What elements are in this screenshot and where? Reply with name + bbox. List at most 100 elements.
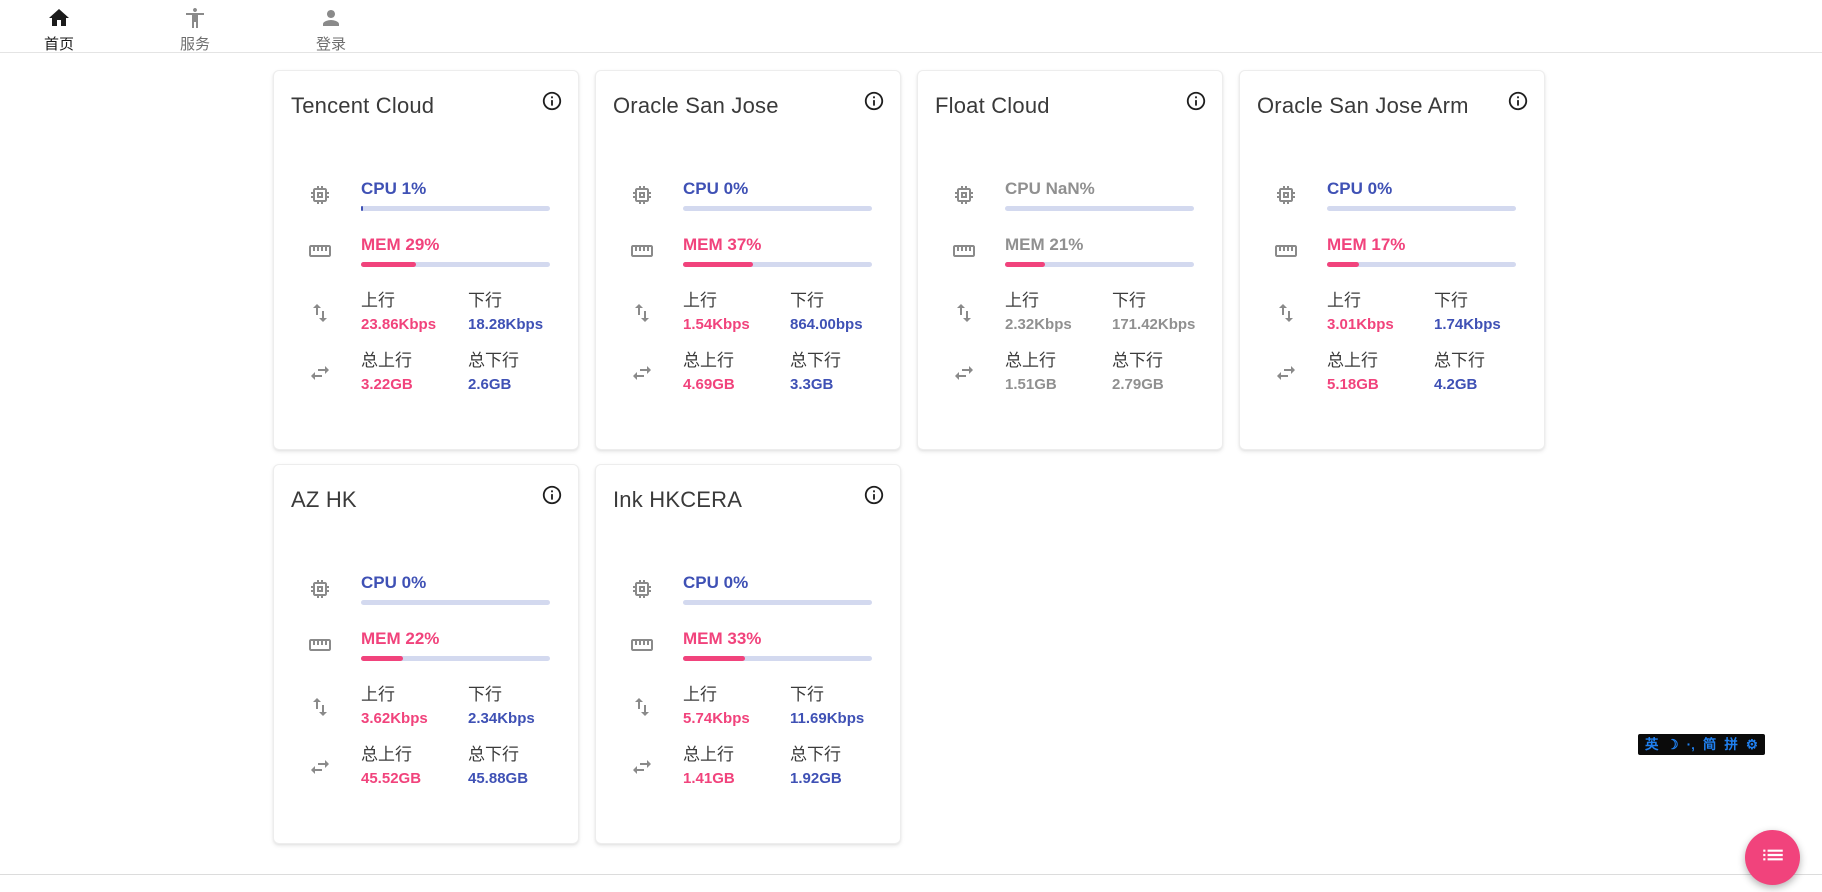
download-label: 下行	[790, 685, 897, 705]
server-card-body: CPU 0% MEM 22% 上行	[291, 573, 563, 788]
total-upload-value: 1.41GB	[683, 770, 790, 788]
total-traffic-row: 总上行 4.69GB 总下行 3.3GB	[630, 351, 872, 394]
total-traffic-row: 总上行 3.22GB 总下行 2.6GB	[308, 351, 550, 394]
cpu-usage-text: CPU 0%	[361, 573, 550, 593]
ime-language-toggle[interactable]: 英	[1645, 734, 1659, 755]
server-card-body: CPU 0% MEM 17% 上行	[1257, 179, 1529, 394]
total-upload-value: 1.51GB	[1005, 376, 1112, 394]
total-download-label: 总下行	[1112, 351, 1219, 371]
cpu-chip-icon	[630, 183, 654, 207]
total-traffic-row: 总上行 45.52GB 总下行 45.88GB	[308, 745, 550, 788]
total-traffic-row: 总上行 1.41GB 总下行 1.92GB	[630, 745, 872, 788]
nav-item-home[interactable]: 首页	[30, 0, 88, 53]
info-icon[interactable]	[1185, 90, 1207, 112]
download-label: 下行	[468, 291, 575, 311]
cpu-usage-text: CPU NaN%	[1005, 179, 1194, 199]
ime-settings-gear-icon[interactable]: ⚙	[1746, 734, 1758, 755]
cpu-chip-icon	[952, 183, 976, 207]
server-card-header: AZ HK	[291, 487, 563, 513]
cpu-progress-bar	[683, 206, 872, 211]
server-card-body: CPU NaN% MEM 21% 上行	[935, 179, 1207, 394]
mem-usage-text: MEM 33%	[683, 629, 872, 649]
footer-divider	[0, 874, 1822, 875]
total-traffic-row: 总上行 5.18GB 总下行 4.2GB	[1274, 351, 1516, 394]
cpu-chip-icon	[308, 577, 332, 601]
upload-speed: 3.01Kbps	[1327, 316, 1434, 334]
download-speed: 864.00bps	[790, 316, 897, 334]
server-card: Float Cloud CPU NaN% MEM 21%	[917, 70, 1223, 450]
nav-item-home-label: 首页	[44, 36, 74, 53]
mem-usage-text: MEM 21%	[1005, 235, 1194, 255]
download-label: 下行	[1434, 291, 1541, 311]
server-card-header: Ink HKCERA	[613, 487, 885, 513]
download-speed: 11.69Kbps	[790, 710, 897, 728]
upload-speed: 23.86Kbps	[361, 316, 468, 334]
cpu-chip-icon	[630, 577, 654, 601]
mem-usage-text: MEM 29%	[361, 235, 550, 255]
ime-fullwidth-moon-icon[interactable]: ☽	[1667, 734, 1679, 755]
info-icon[interactable]	[541, 484, 563, 506]
server-card-header: Tencent Cloud	[291, 93, 563, 119]
ime-punctuation-toggle[interactable]: ·‚	[1687, 734, 1695, 755]
mem-row: MEM 37%	[630, 235, 872, 267]
total-upload-value: 5.18GB	[1327, 376, 1434, 394]
traffic-row: 上行 23.86Kbps 下行 18.28Kbps	[308, 291, 550, 334]
total-download-value: 1.92GB	[790, 770, 897, 788]
total-upload-label: 总上行	[683, 745, 790, 765]
cpu-row: CPU 1%	[308, 179, 550, 211]
upload-label: 上行	[683, 685, 790, 705]
total-upload-label: 总上行	[361, 745, 468, 765]
nav-item-login-label: 登录	[316, 36, 346, 53]
download-speed: 1.74Kbps	[1434, 316, 1541, 334]
info-icon[interactable]	[1507, 90, 1529, 112]
ime-pinyin-toggle[interactable]: 拼	[1724, 734, 1738, 755]
info-icon[interactable]	[541, 90, 563, 112]
server-card-header: Float Cloud	[935, 93, 1207, 119]
cpu-row: CPU NaN%	[952, 179, 1194, 211]
info-icon[interactable]	[863, 90, 885, 112]
total-download-value: 2.79GB	[1112, 376, 1219, 394]
info-icon[interactable]	[863, 484, 885, 506]
total-traffic-row: 总上行 1.51GB 总下行 2.79GB	[952, 351, 1194, 394]
mem-usage-text: MEM 37%	[683, 235, 872, 255]
ruler-icon	[308, 239, 332, 263]
mem-usage-text: MEM 22%	[361, 629, 550, 649]
cpu-row: CPU 0%	[630, 179, 872, 211]
total-upload-label: 总上行	[1327, 351, 1434, 371]
cpu-row: CPU 0%	[630, 573, 872, 605]
home-icon	[47, 6, 71, 35]
download-speed: 2.34Kbps	[468, 710, 575, 728]
mem-row: MEM 17%	[1274, 235, 1516, 267]
cpu-progress-bar	[1327, 206, 1516, 211]
server-card: AZ HK CPU 0% MEM 22%	[273, 464, 579, 844]
server-name: AZ HK	[291, 487, 357, 513]
traffic-row: 上行 5.74Kbps 下行 11.69Kbps	[630, 685, 872, 728]
nav-item-services-label: 服务	[180, 36, 210, 53]
nav-item-services[interactable]: 服务	[166, 0, 224, 53]
cpu-usage-text: CPU 0%	[683, 573, 872, 593]
server-list-fab[interactable]	[1745, 830, 1800, 885]
cpu-row: CPU 0%	[308, 573, 550, 605]
mem-progress-bar	[683, 262, 872, 267]
person-icon	[319, 6, 343, 35]
total-upload-label: 总上行	[683, 351, 790, 371]
mem-progress-bar	[1327, 262, 1516, 267]
server-card-body: CPU 0% MEM 33% 上行	[613, 573, 885, 788]
total-upload-value: 4.69GB	[683, 376, 790, 394]
traffic-row: 上行 3.01Kbps 下行 1.74Kbps	[1274, 291, 1516, 334]
ime-simplified-toggle[interactable]: 简	[1703, 734, 1717, 755]
upload-speed: 3.62Kbps	[361, 710, 468, 728]
ruler-icon	[630, 239, 654, 263]
cpu-progress-bar	[361, 206, 550, 211]
cpu-row: CPU 0%	[1274, 179, 1516, 211]
total-download-label: 总下行	[1434, 351, 1541, 371]
server-card: Oracle San Jose CPU 0% MEM 3	[595, 70, 901, 450]
total-download-value: 3.3GB	[790, 376, 897, 394]
nav-item-login[interactable]: 登录	[302, 0, 360, 53]
server-name: Tencent Cloud	[291, 93, 434, 119]
cpu-progress-bar	[361, 600, 550, 605]
top-navbar: 首页 服务 登录	[0, 0, 1822, 53]
swap-horizontal-icon	[308, 361, 332, 385]
download-speed: 18.28Kbps	[468, 316, 575, 334]
server-name: Float Cloud	[935, 93, 1050, 119]
